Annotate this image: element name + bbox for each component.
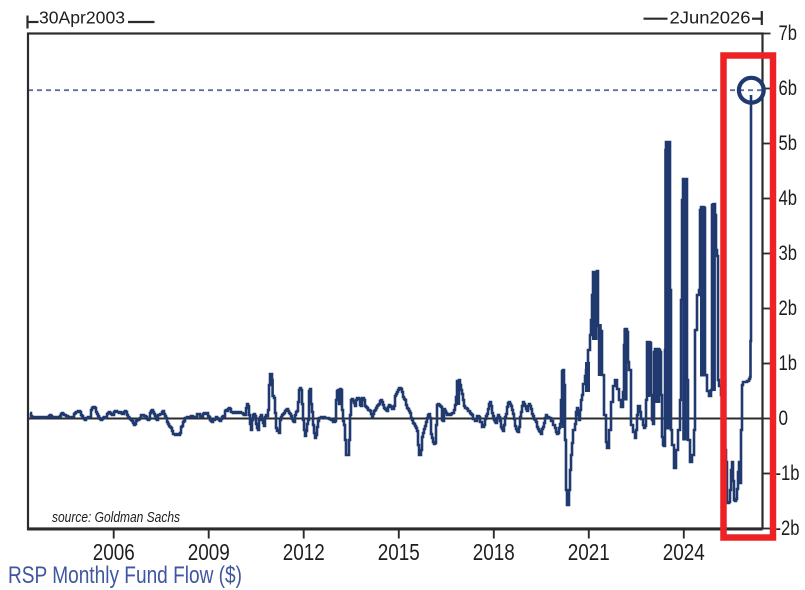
svg-text:2006: 2006: [93, 539, 135, 565]
svg-text:2009: 2009: [188, 539, 230, 565]
svg-text:4b: 4b: [779, 186, 798, 210]
svg-text:-2b: -2b: [776, 516, 800, 540]
svg-text:3b: 3b: [779, 241, 798, 265]
svg-text:2Jun2026: 2Jun2026: [670, 8, 751, 28]
svg-text:source: Goldman Sachs: source: Goldman Sachs: [52, 510, 180, 526]
svg-text:2012: 2012: [283, 539, 325, 565]
svg-text:2018: 2018: [473, 539, 515, 565]
svg-text:0: 0: [779, 406, 789, 430]
svg-text:30Apr2003: 30Apr2003: [39, 8, 125, 28]
svg-text:RSP Monthly Fund Flow ($): RSP Monthly Fund Flow ($): [8, 562, 242, 589]
svg-text:5b: 5b: [779, 131, 798, 155]
svg-text:6b: 6b: [779, 76, 798, 100]
svg-text:2015: 2015: [378, 539, 420, 565]
svg-text:1b: 1b: [779, 351, 798, 375]
svg-text:7b: 7b: [779, 21, 798, 45]
svg-text:-1b: -1b: [776, 461, 800, 485]
svg-text:2021: 2021: [568, 539, 610, 565]
svg-text:2024: 2024: [663, 539, 705, 565]
svg-text:2b: 2b: [779, 296, 798, 320]
